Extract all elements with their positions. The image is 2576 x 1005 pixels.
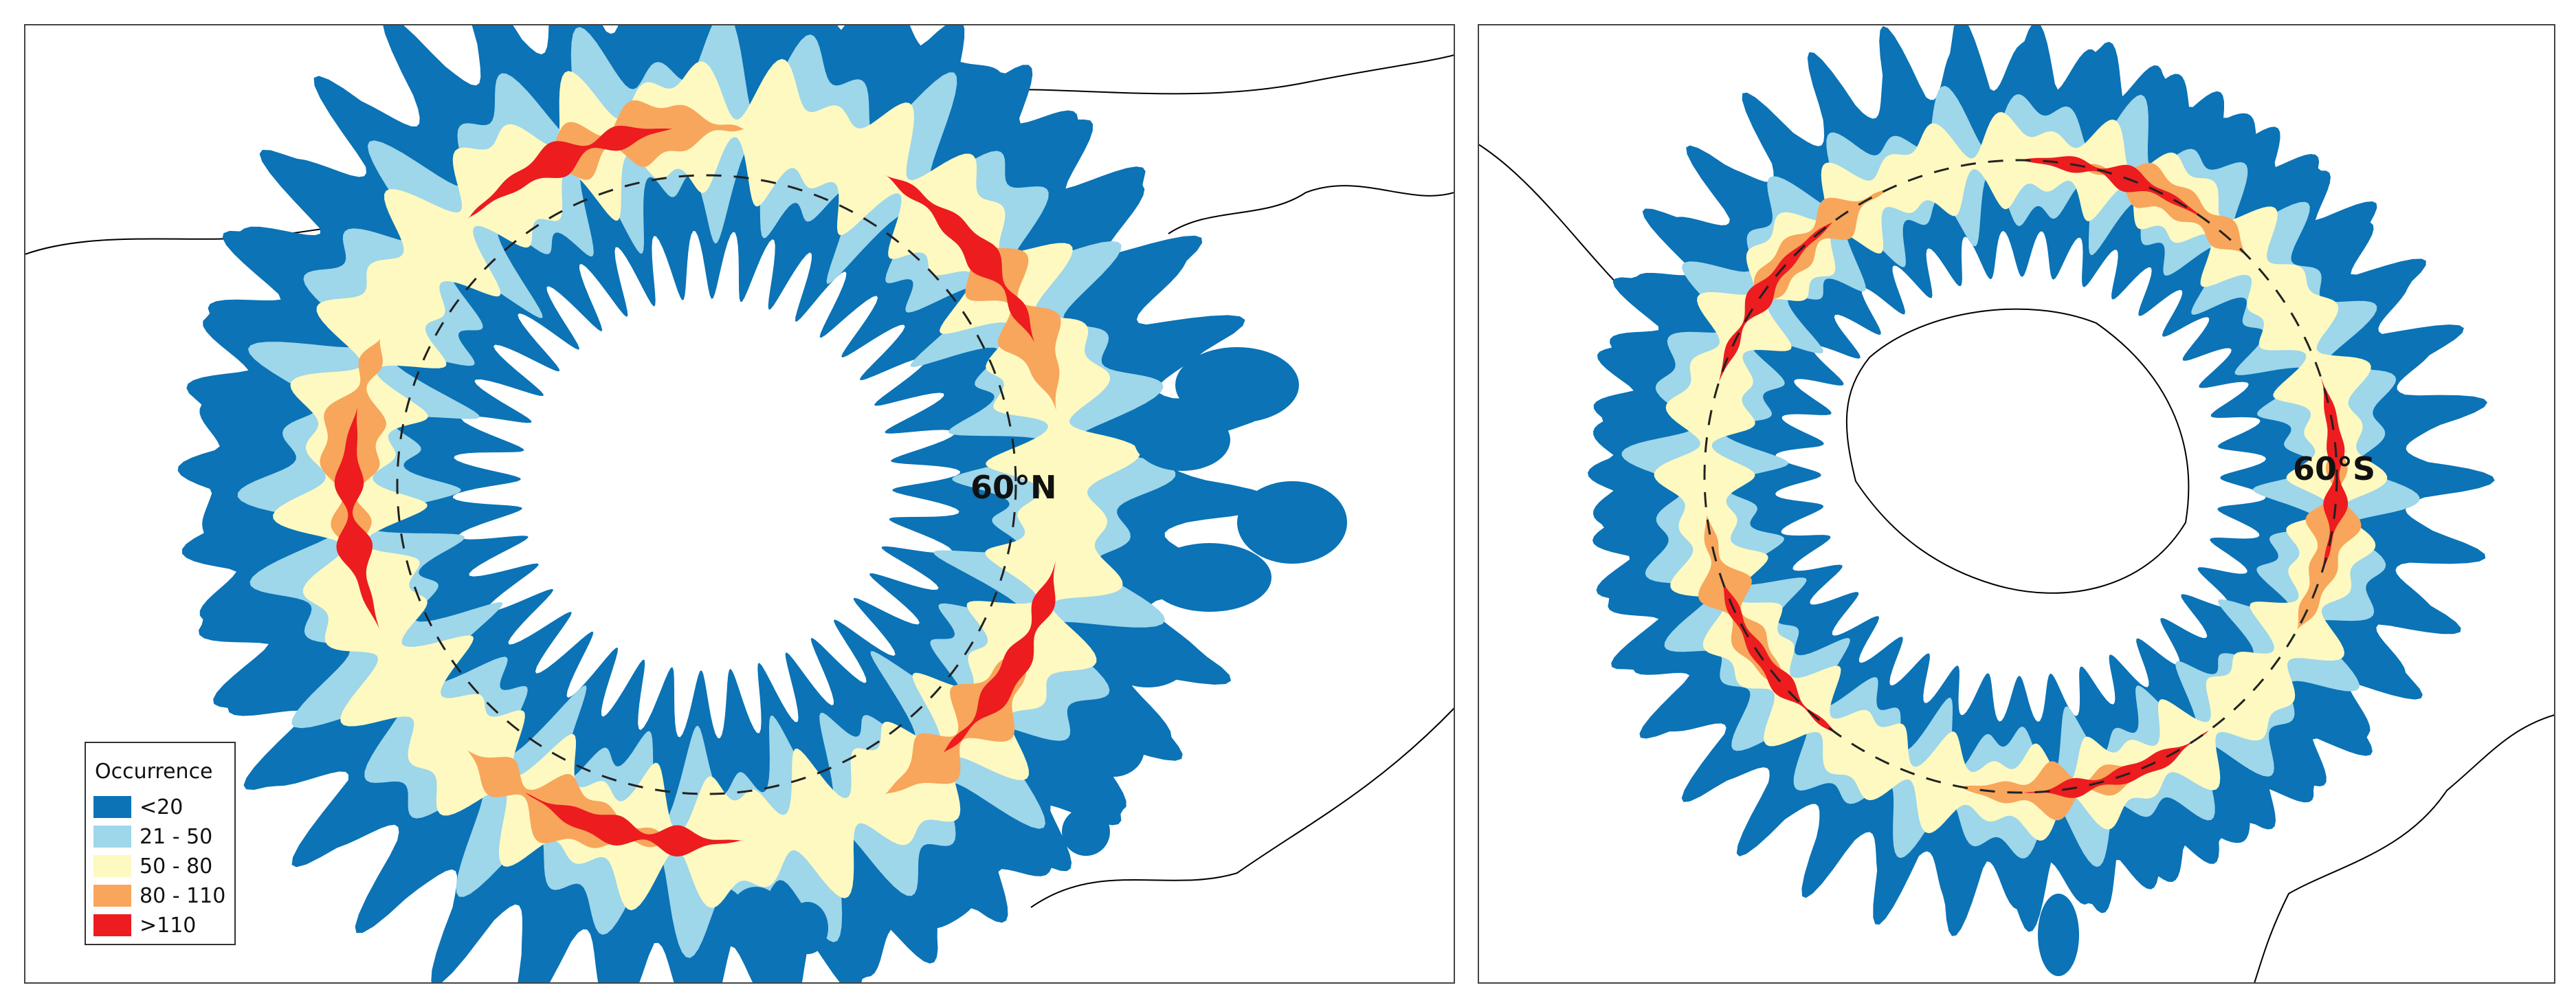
occurrence-blob [1062,808,1110,856]
legend: Occurrence <20 21 - 50 50 - 80 80 - 110 >110 [85,742,236,945]
occurrence-blob [729,887,784,949]
occurrence-blob [1134,409,1230,471]
legend-label: >110 [140,914,196,938]
occurrence-blob [1082,722,1144,777]
latitude-circle [396,174,1017,795]
legend-swatch [93,826,131,848]
panel-frame [1478,24,2555,984]
south-panel [1478,25,2555,983]
occurrence-blob [787,902,828,954]
occurrence-blob [2038,894,2079,976]
legend-label: 80 - 110 [140,884,225,908]
north-panel [25,25,1454,983]
antarctica-coast [1845,308,2190,594]
occurrence-band [273,58,1140,911]
legend-swatch [93,855,131,877]
occurrence-blob [1148,543,1272,612]
occurrence-blob [1175,347,1299,423]
legend-label: 50 - 80 [140,854,212,879]
latitude-circle [1703,159,2338,794]
legend-label: <20 [140,795,183,819]
latitude-label: 60°S [2293,450,2375,487]
panel-frame [24,24,1455,984]
occurrence-blob [1107,632,1189,687]
latitude-label: 60°N [970,469,1057,506]
legend-label: 21 - 50 [140,825,212,849]
coastline [1168,185,1454,234]
coastline [2254,714,2555,983]
legend-swatch [93,914,131,936]
legend-swatch [93,796,131,818]
occurrence-blob [1237,481,1347,564]
coastline [1030,707,1454,908]
legend-swatch [93,885,131,907]
legend-title: Occurrence [95,760,213,784]
